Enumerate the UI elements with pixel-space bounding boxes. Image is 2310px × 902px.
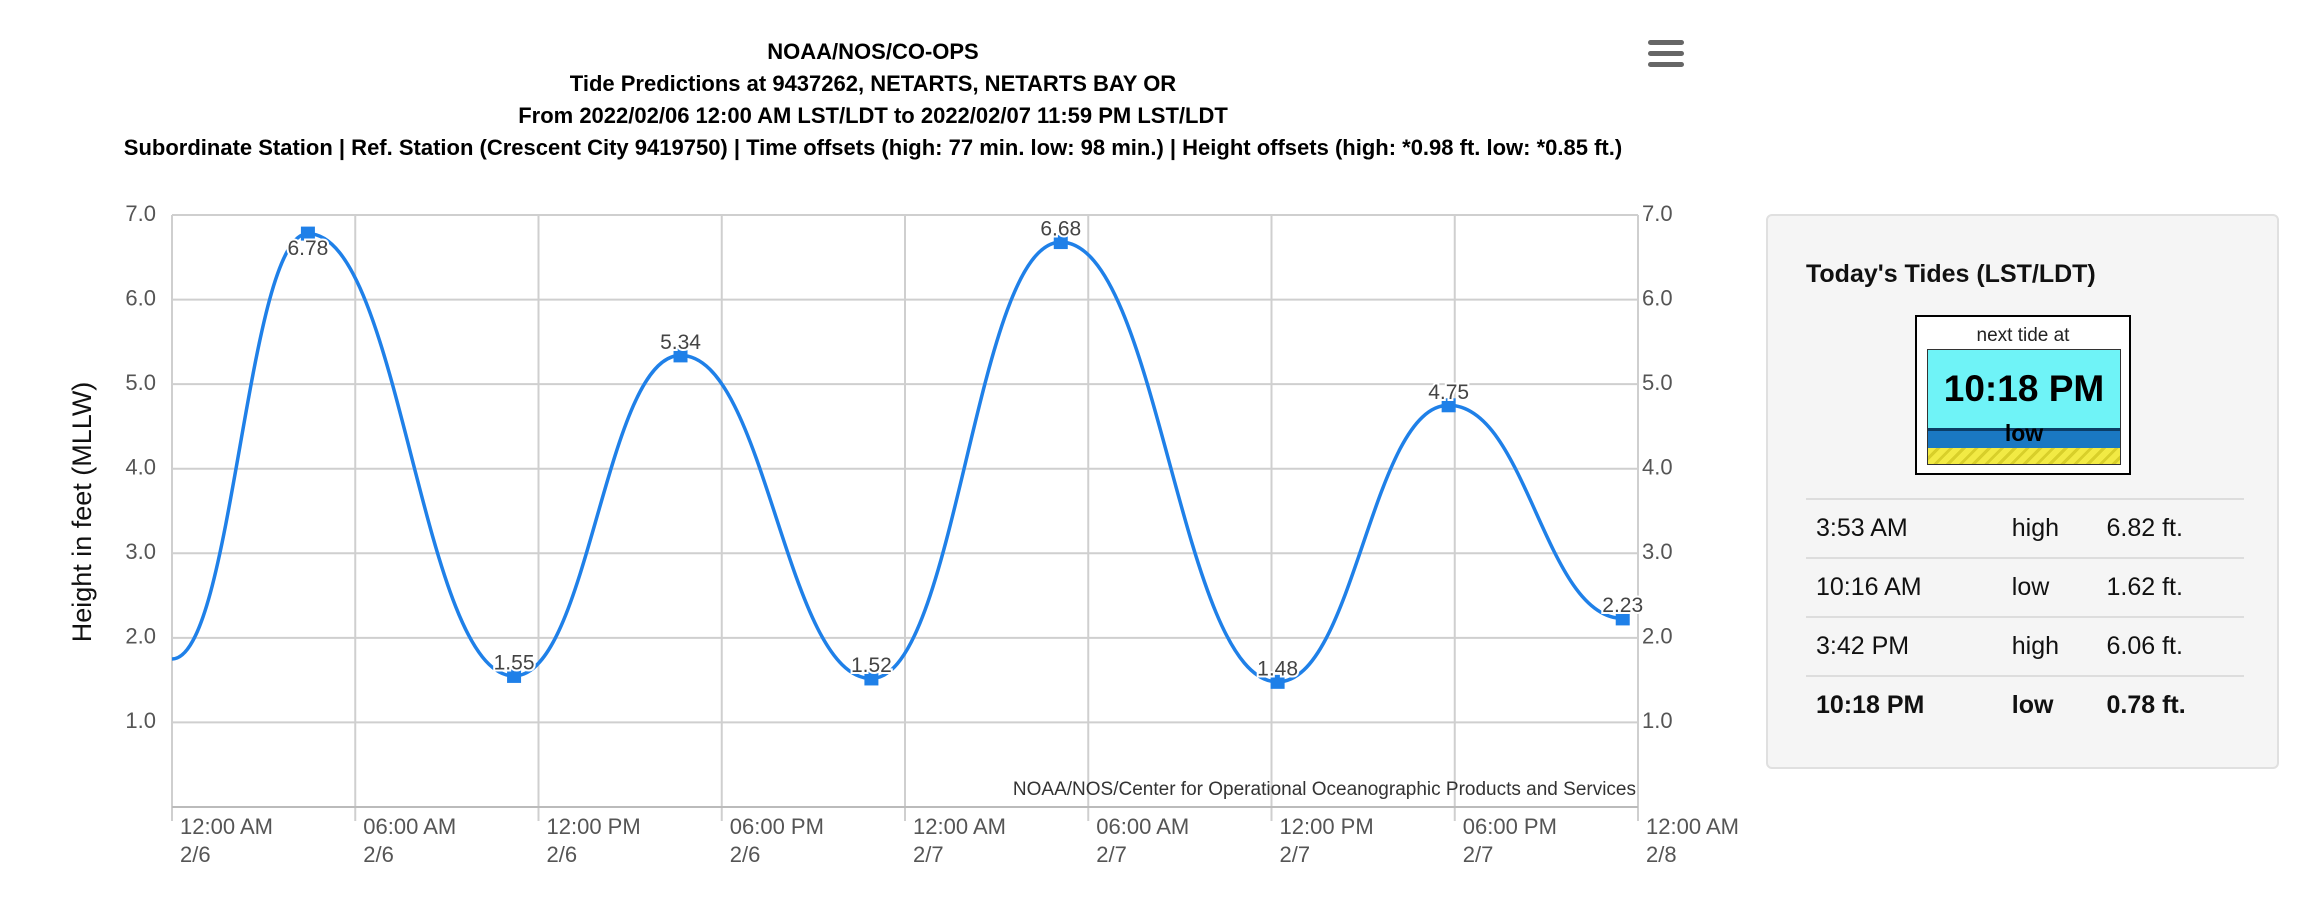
x-tick-label: 12:00 AM (913, 814, 1006, 839)
x-tick-label: 2/7 (913, 842, 944, 867)
widget-water (1928, 428, 2120, 451)
tide-row: 10:16 AM low 1.62 ft. (1806, 557, 2244, 617)
tide-cell: 0.78 ft. (2096, 675, 2244, 734)
x-tick-label: 2/7 (1463, 842, 1494, 867)
y-tick-label: 7.0 (125, 201, 156, 226)
chart-titles: NOAA/NOS/CO-OPS Tide Predictions at 9437… (118, 36, 1628, 164)
credit: NOAA/NOS/Center for Operational Oceanogr… (1013, 779, 1636, 800)
widget-sand (1928, 448, 2120, 464)
x-tick-label: 2/6 (547, 842, 578, 867)
x-tick-label: 06:00 AM (1096, 814, 1189, 839)
point-marker (864, 671, 879, 686)
tide-cell: high (2001, 616, 2097, 676)
chart: 1.0 2.0 3.0 4.0 5.0 6.0 7.0 1.0 2.0 3.0 4.0 5.0 6.0 7… (67, 201, 1739, 867)
data-label: 6.78 (287, 237, 328, 260)
x-tick-label: 2/6 (180, 842, 211, 867)
y2-tick-label: 1.0 (1642, 708, 1673, 733)
tide-cell: high (2001, 498, 2097, 558)
data-label: 2.23 (1602, 594, 1643, 617)
tide-cell: 3:42 PM (1806, 616, 2002, 676)
tide-cell: 6.06 ft. (2096, 616, 2244, 676)
y-tick-label: 4.0 (125, 455, 156, 480)
widget-time: 10:18 PM (1943, 368, 2105, 409)
x-tick-label: 2/6 (730, 842, 761, 867)
tide-cell: low (2001, 557, 2097, 617)
x-tick-label: 06:00 PM (1463, 814, 1557, 839)
tide-cell: low (2001, 675, 2097, 734)
tide-line (171, 231, 1623, 684)
chart-subtitle: Tide Predictions at 9437262, NETARTS, NE… (569, 71, 1177, 96)
data-label: 5.34 (660, 331, 701, 354)
widget-type: low (2004, 420, 2044, 446)
tide-cell: 10:16 AM (1806, 557, 2002, 617)
point-marker (1441, 398, 1456, 413)
point-marker (673, 348, 688, 363)
y2-tick-label: 2.0 (1642, 624, 1673, 649)
tide-cell: 10:18 PM (1806, 675, 2002, 734)
widget-box: 10:18 PM low (1927, 349, 2121, 465)
tide-cell: 3:53 AM (1806, 498, 2002, 558)
point-marker (1270, 674, 1285, 689)
x-tick-label: 12:00 AM (1646, 814, 1739, 839)
data-label: 1.55 (494, 651, 535, 674)
x-tick-label: 2/7 (1280, 842, 1311, 867)
x-tick-label: 12:00 AM (180, 814, 273, 839)
data-label: 4.75 (1428, 381, 1469, 404)
data-label: 1.52 (851, 654, 892, 677)
y2-tick-label: 3.0 (1642, 539, 1673, 564)
widget-caption: next tide at (1976, 325, 2070, 346)
y-axis-title: Height in feet (MLLW) (67, 382, 97, 643)
tide-cell: 6.82 ft. (2096, 498, 2244, 558)
y2-tick-label: 7.0 (1642, 201, 1673, 226)
next-tide-widget: next tide at 10:18 PM low (1915, 315, 2131, 475)
y-tick-label: 5.0 (125, 370, 156, 395)
data-label: 6.68 (1040, 218, 1081, 241)
chart-subtitle: Subordinate Station | Ref. Station (Cres… (123, 135, 1623, 160)
tide-cell: 1.62 ft. (2096, 557, 2244, 617)
point-marker (1615, 611, 1630, 626)
y2-tick-label: 6.0 (1642, 285, 1673, 310)
tides-table: 3:53 AM high 6.82 ft. 10:16 AM low 1.62 ft. 3:… (1806, 498, 2244, 734)
y-tick-label: 6.0 (125, 285, 156, 310)
tides-panel: Today's Tides (LST/LDT) next tide at 10:… (1766, 214, 2279, 769)
tide-row: 3:42 PM high 6.06 ft. (1806, 616, 2244, 676)
panel-title: Today's Tides (LST/LDT) (1806, 260, 2096, 288)
x-tick-label: 06:00 AM (363, 814, 456, 839)
y2-tick-label: 5.0 (1642, 370, 1673, 395)
x-tick-label: 2/6 (363, 842, 394, 867)
y-tick-label: 2.0 (125, 624, 156, 649)
point-marker (507, 668, 522, 683)
point-marker (1053, 235, 1068, 250)
x-tick-label: 06:00 PM (730, 814, 824, 839)
tide-row: 10:18 PM low 0.78 ft. (1806, 675, 2244, 734)
chart-menu-button[interactable] (1648, 40, 1684, 70)
x-tick-label: 2/8 (1646, 842, 1677, 867)
tide-row: 3:53 AM high 6.82 ft. (1806, 498, 2244, 558)
x-tick-label: 12:00 PM (547, 814, 641, 839)
y-tick-label: 1.0 (125, 708, 156, 733)
chart-subtitle: From 2022/02/06 12:00 AM LST/LDT to 2022… (518, 103, 1228, 128)
y2-tick-label: 4.0 (1642, 455, 1673, 480)
x-tick-label: 2/7 (1096, 842, 1127, 867)
chart-title: NOAA/NOS/CO-OPS (767, 39, 979, 64)
x-tick-label: 12:00 PM (1280, 814, 1374, 839)
data-label: 1.48 (1257, 657, 1298, 680)
y-tick-label: 3.0 (125, 539, 156, 564)
point-marker (300, 226, 315, 241)
